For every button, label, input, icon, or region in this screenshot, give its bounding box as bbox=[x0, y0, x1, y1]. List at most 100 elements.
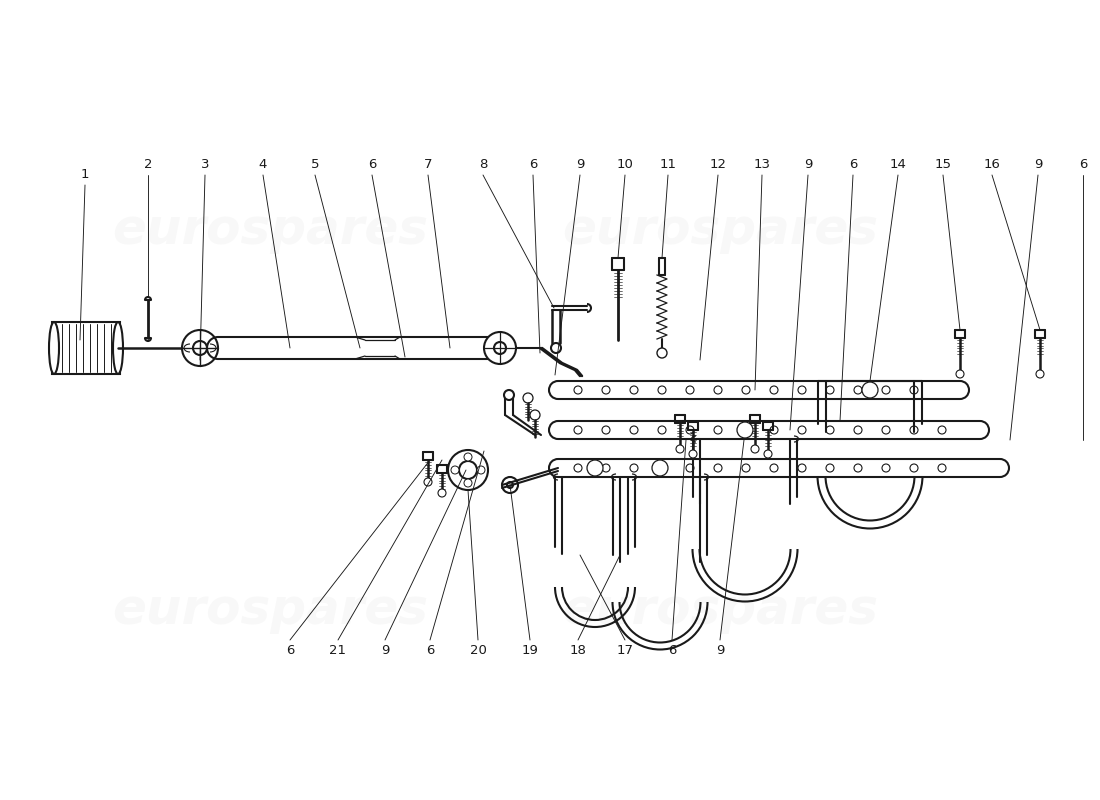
Circle shape bbox=[182, 330, 218, 366]
Text: 17: 17 bbox=[616, 643, 634, 657]
Circle shape bbox=[630, 386, 638, 394]
Circle shape bbox=[502, 477, 518, 493]
Circle shape bbox=[910, 464, 918, 472]
Circle shape bbox=[630, 426, 638, 434]
Bar bbox=[52, 322, 120, 374]
Circle shape bbox=[658, 464, 666, 472]
Text: 20: 20 bbox=[470, 643, 486, 657]
Circle shape bbox=[477, 466, 485, 474]
Text: 9: 9 bbox=[381, 643, 389, 657]
Text: 2: 2 bbox=[144, 158, 152, 171]
Circle shape bbox=[602, 426, 610, 434]
Circle shape bbox=[451, 466, 459, 474]
Circle shape bbox=[714, 386, 722, 394]
Circle shape bbox=[956, 370, 964, 378]
Circle shape bbox=[742, 386, 750, 394]
Text: 9: 9 bbox=[1034, 158, 1042, 171]
Circle shape bbox=[742, 426, 750, 434]
Circle shape bbox=[657, 348, 667, 358]
Circle shape bbox=[522, 393, 534, 403]
Circle shape bbox=[574, 464, 582, 472]
Text: 6: 6 bbox=[1079, 158, 1087, 171]
Text: 6: 6 bbox=[529, 158, 537, 171]
Circle shape bbox=[686, 426, 694, 434]
Circle shape bbox=[1036, 370, 1044, 378]
Circle shape bbox=[464, 479, 472, 487]
Circle shape bbox=[882, 426, 890, 434]
Circle shape bbox=[602, 386, 610, 394]
Text: 18: 18 bbox=[570, 643, 586, 657]
Text: 11: 11 bbox=[660, 158, 676, 171]
Text: 8: 8 bbox=[478, 158, 487, 171]
Text: 9: 9 bbox=[804, 158, 812, 171]
Text: 12: 12 bbox=[710, 158, 726, 171]
Circle shape bbox=[658, 426, 666, 434]
Circle shape bbox=[630, 464, 638, 472]
Circle shape bbox=[484, 332, 516, 364]
Text: 14: 14 bbox=[890, 158, 906, 171]
Text: 13: 13 bbox=[754, 158, 770, 171]
Circle shape bbox=[798, 386, 806, 394]
Circle shape bbox=[910, 386, 918, 394]
Text: eurospares: eurospares bbox=[562, 586, 878, 634]
Circle shape bbox=[652, 460, 668, 476]
Circle shape bbox=[507, 482, 513, 488]
Circle shape bbox=[530, 410, 540, 420]
Text: 6: 6 bbox=[426, 643, 434, 657]
Circle shape bbox=[192, 341, 207, 355]
Circle shape bbox=[882, 464, 890, 472]
Circle shape bbox=[686, 464, 694, 472]
Text: 6: 6 bbox=[668, 643, 676, 657]
Text: 16: 16 bbox=[983, 158, 1000, 171]
Circle shape bbox=[764, 450, 772, 458]
Circle shape bbox=[494, 342, 506, 354]
Text: 4: 4 bbox=[258, 158, 267, 171]
Circle shape bbox=[459, 461, 477, 479]
Text: 19: 19 bbox=[521, 643, 538, 657]
Circle shape bbox=[587, 460, 603, 476]
Circle shape bbox=[714, 464, 722, 472]
Ellipse shape bbox=[50, 322, 59, 374]
Circle shape bbox=[854, 426, 862, 434]
Circle shape bbox=[882, 386, 890, 394]
Circle shape bbox=[826, 426, 834, 434]
Circle shape bbox=[742, 464, 750, 472]
Circle shape bbox=[770, 464, 778, 472]
Circle shape bbox=[686, 386, 694, 394]
Circle shape bbox=[504, 390, 514, 400]
Circle shape bbox=[574, 426, 582, 434]
Text: eurospares: eurospares bbox=[112, 586, 428, 634]
Text: eurospares: eurospares bbox=[562, 206, 878, 254]
Text: 7: 7 bbox=[424, 158, 432, 171]
Text: 3: 3 bbox=[200, 158, 209, 171]
Circle shape bbox=[798, 464, 806, 472]
Circle shape bbox=[658, 386, 666, 394]
Circle shape bbox=[551, 343, 561, 353]
Text: 6: 6 bbox=[367, 158, 376, 171]
Circle shape bbox=[798, 426, 806, 434]
Circle shape bbox=[938, 426, 946, 434]
Text: 6: 6 bbox=[286, 643, 294, 657]
Text: 15: 15 bbox=[935, 158, 952, 171]
Circle shape bbox=[714, 426, 722, 434]
Circle shape bbox=[676, 445, 684, 453]
Circle shape bbox=[854, 386, 862, 394]
Circle shape bbox=[689, 450, 697, 458]
Ellipse shape bbox=[113, 322, 123, 374]
Circle shape bbox=[602, 464, 610, 472]
Circle shape bbox=[854, 464, 862, 472]
Circle shape bbox=[751, 445, 759, 453]
Circle shape bbox=[448, 450, 488, 490]
Text: 9: 9 bbox=[575, 158, 584, 171]
Circle shape bbox=[826, 464, 834, 472]
Circle shape bbox=[862, 382, 878, 398]
Text: 5: 5 bbox=[310, 158, 319, 171]
Circle shape bbox=[424, 478, 432, 486]
Circle shape bbox=[438, 489, 446, 497]
Text: 9: 9 bbox=[716, 643, 724, 657]
Circle shape bbox=[574, 386, 582, 394]
Circle shape bbox=[464, 453, 472, 461]
Circle shape bbox=[938, 464, 946, 472]
Text: 10: 10 bbox=[617, 158, 634, 171]
Circle shape bbox=[737, 422, 754, 438]
